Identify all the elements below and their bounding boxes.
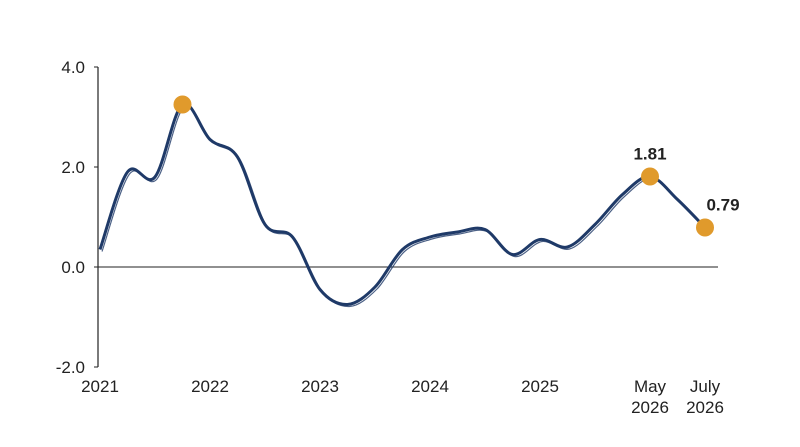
line — [98, 102, 707, 307]
x-tick-line: 2026 — [686, 398, 724, 417]
x-tick-label: 2023 — [301, 377, 339, 396]
data-label: 0.79 — [706, 196, 739, 215]
data-label: 1.81 — [633, 145, 666, 164]
line-echo — [101, 105, 708, 308]
y-tick-label: 0.0 — [61, 258, 85, 277]
x-tick-label: 2021 — [81, 377, 119, 396]
x-tick-label: May 2026 — [631, 377, 669, 417]
y-tick-label: 2.0 — [61, 158, 85, 177]
marker — [641, 167, 659, 186]
x-tick-label: July 2026 — [686, 377, 724, 417]
y-tick-label: 4.0 — [61, 58, 85, 77]
x-tick-line: 2023 — [301, 377, 339, 396]
x-tick-line: 2024 — [411, 377, 449, 396]
y-tick-label: -2.0 — [56, 358, 85, 377]
x-tick-line: 2026 — [631, 398, 669, 417]
x-tick-line: July — [690, 377, 721, 396]
x-tick-label: 2024 — [411, 377, 449, 396]
x-tick-label: 2025 — [521, 377, 559, 396]
marker — [696, 218, 714, 237]
x-tick-label: 2022 — [191, 377, 229, 396]
x-tick-line: 2021 — [81, 377, 119, 396]
marker — [173, 95, 192, 114]
x-tick-line: May — [634, 377, 667, 396]
x-tick-line: 2025 — [521, 377, 559, 396]
x-tick-line: 2022 — [191, 377, 229, 396]
